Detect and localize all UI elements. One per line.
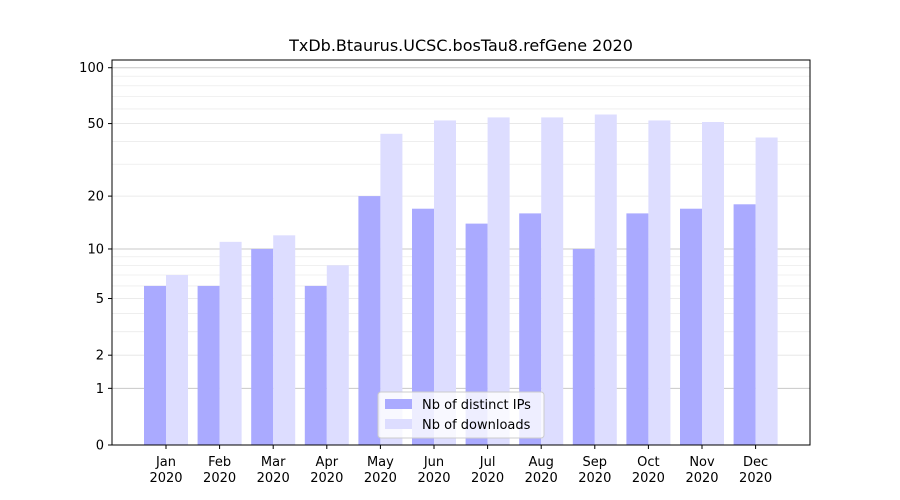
legend-swatch xyxy=(385,419,412,429)
chart-title: TxDb.Btaurus.UCSC.bosTau8.refGene 2020 xyxy=(288,36,633,55)
bar-downloads-may xyxy=(380,133,403,445)
bar-downloads-jun xyxy=(434,120,456,445)
axes: 0125102050100Jan2020Feb2020Mar2020Apr202… xyxy=(79,59,811,486)
bar-distinct-ips-apr xyxy=(304,285,327,445)
x-tick-label-month: Nov xyxy=(689,455,715,470)
y-tick-label: 5 xyxy=(96,292,104,307)
x-tick-label-month: May xyxy=(367,455,394,470)
x-tick-label-year: 2020 xyxy=(257,471,290,486)
legend-label: Nb of downloads xyxy=(422,418,531,433)
legend: Nb of distinct IPs Nb of downloads xyxy=(377,391,545,439)
bar-downloads-feb xyxy=(219,241,242,445)
bar-distinct-ips-may xyxy=(358,196,381,445)
x-tick-label-month: Oct xyxy=(637,455,659,470)
bar-downloads-sep xyxy=(594,114,617,445)
bar-distinct-ips-aug xyxy=(519,213,542,445)
y-tick-label: 1 xyxy=(96,382,104,397)
x-tick-label-month: Jul xyxy=(479,455,496,470)
y-tick-label: 100 xyxy=(79,61,104,76)
x-tick-label-month: Sep xyxy=(583,455,608,470)
bars xyxy=(144,114,778,446)
x-tick-label-year: 2020 xyxy=(310,471,343,486)
bar-distinct-ips-jul xyxy=(465,223,488,445)
x-tick-label-year: 2020 xyxy=(149,471,182,486)
bar-distinct-ips-oct xyxy=(626,213,649,445)
plot-frame xyxy=(111,59,811,446)
bar-distinct-ips-dec xyxy=(733,204,756,445)
bar-downloads-oct xyxy=(648,120,671,445)
x-tick-label-year: 2020 xyxy=(525,471,558,486)
legend-label: Nb of distinct IPs xyxy=(422,398,531,413)
bar-downloads-nov xyxy=(702,121,724,445)
x-tick-label-year: 2020 xyxy=(685,471,718,486)
y-tick-label: 20 xyxy=(87,190,104,205)
bar-downloads-mar xyxy=(273,235,296,445)
bar-downloads-jul xyxy=(487,117,510,446)
y-tick-label: 2 xyxy=(96,349,104,364)
x-tick-label-month: Apr xyxy=(316,455,339,470)
bar-downloads-jan xyxy=(166,275,188,445)
x-tick-label-year: 2020 xyxy=(364,471,397,486)
x-tick-label-year: 2020 xyxy=(471,471,504,486)
x-tick-label-year: 2020 xyxy=(417,471,450,486)
bar-downloads-aug xyxy=(541,117,564,446)
y-tick-label: 50 xyxy=(87,117,104,132)
bar-distinct-ips-sep xyxy=(572,248,595,445)
x-tick-label-month: Jan xyxy=(155,455,176,470)
x-tick-label-month: Feb xyxy=(208,455,231,470)
bar-distinct-ips-mar xyxy=(251,248,274,445)
legend-box xyxy=(377,391,545,439)
bar-downloads-dec xyxy=(755,137,778,446)
y-tick-label: 0 xyxy=(96,439,104,454)
bar-distinct-ips-feb xyxy=(197,285,220,445)
x-tick-label-year: 2020 xyxy=(578,471,611,486)
y-tick-label: 10 xyxy=(87,242,104,257)
x-tick-label-month: Dec xyxy=(743,455,768,470)
legend-swatch xyxy=(385,399,412,409)
bar-distinct-ips-jun xyxy=(412,208,434,445)
x-tick-label-year: 2020 xyxy=(203,471,236,486)
bar-distinct-ips-nov xyxy=(680,208,702,445)
x-tick-label-month: Aug xyxy=(529,455,554,470)
x-tick-label-year: 2020 xyxy=(739,471,772,486)
x-tick-label-year: 2020 xyxy=(632,471,665,486)
bar-distinct-ips-jan xyxy=(144,285,166,445)
x-tick-label-month: Jun xyxy=(423,455,444,470)
bar-downloads-apr xyxy=(326,265,349,445)
x-tick-label-month: Mar xyxy=(261,455,286,470)
